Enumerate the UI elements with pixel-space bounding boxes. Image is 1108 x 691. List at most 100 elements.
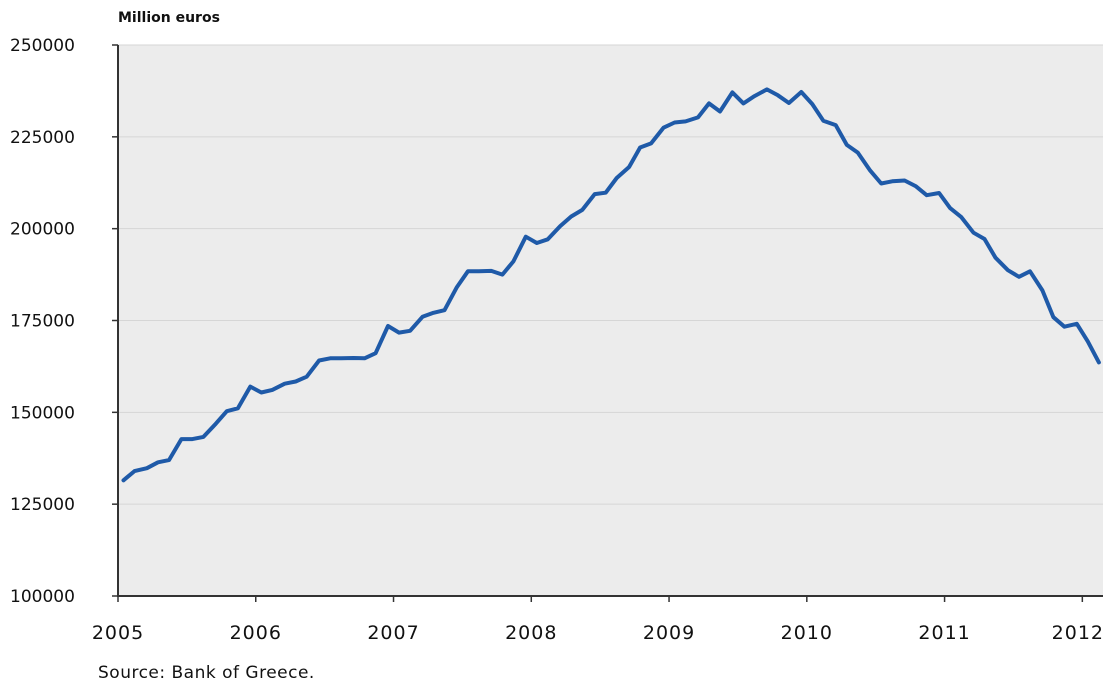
- data-point: [994, 256, 997, 260]
- data-point: [214, 422, 218, 426]
- data-point: [903, 179, 907, 182]
- data-point: [776, 93, 780, 97]
- data-point: [524, 235, 528, 239]
- data-point: [179, 437, 183, 441]
- data-point: [787, 101, 791, 105]
- data-point: [662, 126, 665, 130]
- y-tick-label: 150000: [10, 403, 75, 423]
- data-point: [122, 478, 125, 482]
- data-point: [845, 143, 849, 147]
- data-point: [914, 184, 918, 188]
- data-point: [937, 191, 941, 195]
- data-point: [558, 224, 562, 228]
- x-tick-label: 2011: [918, 622, 970, 644]
- grid-lines: [118, 44, 1103, 505]
- x-tick-labels: 2005 2006 2007 2008 2009 2010 2011 2012: [92, 596, 1104, 644]
- x-tick-label: 2007: [367, 622, 419, 644]
- data-point: [328, 356, 332, 360]
- data-point: [201, 435, 205, 439]
- data-point: [466, 269, 470, 273]
- data-point: [500, 273, 504, 277]
- data-point: [972, 231, 975, 235]
- data-point: [259, 391, 263, 394]
- data-point: [283, 382, 287, 386]
- data-point: [856, 151, 860, 155]
- data-point: [363, 356, 367, 360]
- data-point: [1006, 268, 1010, 272]
- y-tick-label: 250000: [10, 36, 75, 56]
- data-point: [535, 241, 539, 245]
- data-point: [236, 406, 240, 410]
- data-point: [546, 237, 550, 241]
- x-tick-label: 2005: [92, 622, 144, 644]
- data-point: [352, 356, 356, 360]
- data-point: [718, 110, 722, 113]
- data-point: [190, 437, 194, 441]
- data-point: [765, 87, 769, 91]
- data-point: [627, 165, 631, 169]
- data-point: [983, 237, 986, 241]
- data-point: [1040, 288, 1044, 292]
- data-point: [1028, 269, 1032, 273]
- data-point: [753, 94, 756, 98]
- data-point: [879, 182, 883, 185]
- x-tick-label: 2009: [643, 622, 695, 644]
- data-point: [294, 380, 298, 383]
- line-chart: Million euros 250000 225000 200000 175000 15…: [10, 10, 1104, 644]
- data-point: [834, 123, 838, 127]
- data-point: [649, 141, 653, 145]
- data-point: [408, 329, 412, 333]
- data-point: [1062, 325, 1066, 329]
- data-point: [305, 375, 309, 379]
- data-point: [890, 179, 894, 183]
- data-point: [1017, 275, 1021, 279]
- data-point: [741, 101, 745, 105]
- y-tick-label: 175000: [10, 312, 75, 332]
- data-point: [489, 269, 493, 273]
- x-tick-label: 2008: [505, 622, 557, 644]
- data-point: [270, 388, 274, 392]
- data-point: [167, 458, 171, 462]
- data-point: [145, 466, 149, 470]
- data-point: [799, 90, 803, 94]
- data-point: [707, 101, 711, 105]
- y-tick-label: 225000: [10, 128, 75, 148]
- y-tick-label: 200000: [10, 220, 75, 240]
- data-point: [397, 331, 401, 335]
- data-point: [339, 356, 343, 360]
- data-point: [443, 308, 446, 312]
- data-point: [730, 90, 734, 94]
- data-point: [421, 315, 424, 319]
- y-tick-label: 100000: [10, 587, 75, 607]
- series-layer: [121, 87, 1101, 483]
- data-point: [810, 102, 814, 106]
- data-point: [959, 215, 963, 219]
- data-point: [615, 176, 619, 180]
- data-point: [593, 192, 597, 196]
- data-point: [925, 193, 929, 197]
- data-point: [1075, 322, 1079, 326]
- x-tick-label: 2012: [1052, 622, 1104, 644]
- data-point: [133, 469, 136, 473]
- data-point: [248, 385, 252, 389]
- data-point: [225, 409, 229, 413]
- data-point: [948, 206, 952, 210]
- data-point: [374, 351, 378, 355]
- data-point: [696, 115, 700, 119]
- data-point: [604, 191, 608, 195]
- y-axis-label: Million euros: [118, 10, 220, 26]
- data-point: [477, 269, 481, 273]
- data-point: [511, 259, 515, 263]
- data-point: [1051, 315, 1055, 319]
- data-point: [673, 121, 677, 124]
- data-point: [868, 169, 872, 173]
- x-tick-label: 2006: [230, 622, 282, 644]
- data-point: [1086, 339, 1090, 343]
- data-point: [317, 359, 321, 362]
- data-point: [821, 119, 825, 123]
- source-note: Source: Bank of Greece.: [98, 663, 315, 683]
- data-point: [386, 324, 390, 328]
- y-tick-labels: 250000 225000 200000 175000 150000 125000 1000…: [10, 36, 118, 607]
- data-point: [156, 460, 160, 464]
- series-line: [121, 87, 1101, 483]
